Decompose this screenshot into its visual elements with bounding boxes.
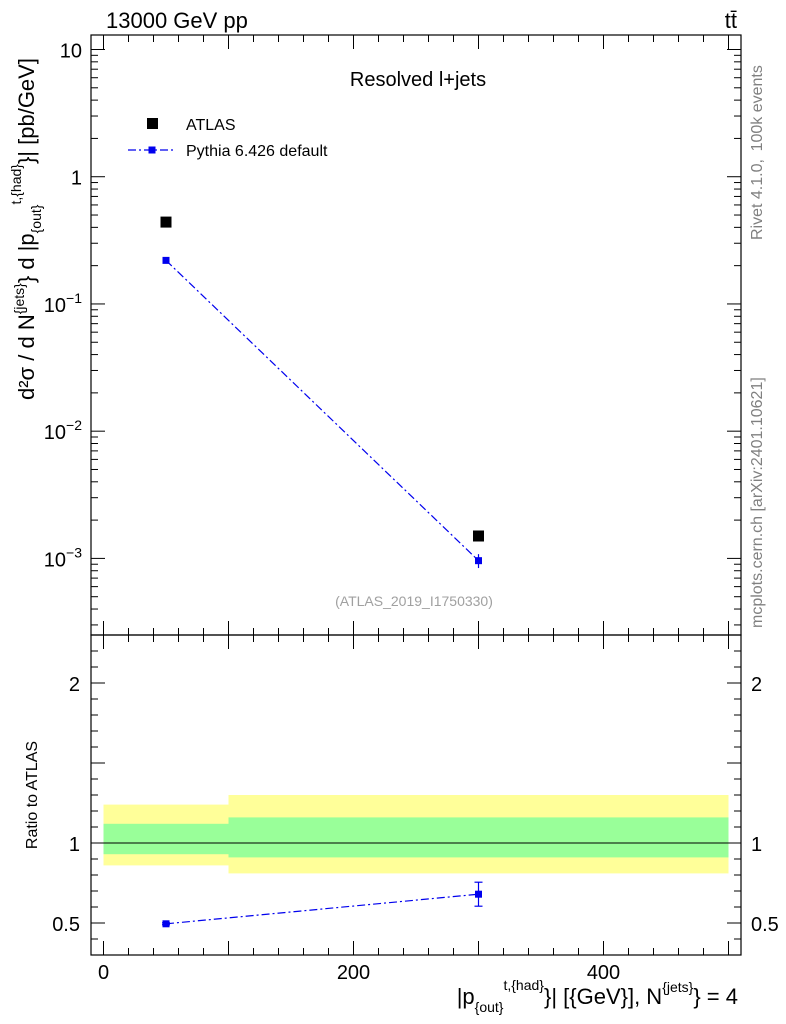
legend-pythia-label: Pythia 6.426 default bbox=[186, 143, 328, 160]
ratio-pythia-point-1 bbox=[475, 890, 482, 898]
ratio-y-tick-label-right: 2 bbox=[751, 674, 762, 696]
main-y-tick-label: 10−2 bbox=[44, 417, 82, 444]
main-y-tick-label: 10−3 bbox=[44, 544, 82, 571]
ratio-y-tick-label-left: 1 bbox=[69, 834, 80, 856]
pythia-series-line bbox=[165, 259, 479, 562]
ratio-y-tick-label-right: 1 bbox=[751, 834, 762, 856]
stat-uncertainty-band-1 bbox=[228, 817, 729, 858]
main-y-tick-label: 10 bbox=[60, 40, 82, 62]
ylabel-sup2: t,{had} bbox=[8, 164, 24, 205]
x-tick-label: 0 bbox=[98, 962, 109, 984]
ratio-pythia-point-0 bbox=[162, 920, 170, 928]
ylabel-mid: } d |p bbox=[14, 233, 39, 283]
pythia-data-point-0 bbox=[162, 256, 170, 264]
main-axis-ticks: 10−3 10−2 10−1 1 10 bbox=[44, 35, 741, 635]
main-y-tick-label: 10−1 bbox=[44, 290, 82, 317]
main-plot-data bbox=[160, 216, 484, 569]
rivet-version-label: Rivet 4.1.0, 100k events bbox=[749, 65, 766, 240]
xlabel-sup1: t,{had} bbox=[503, 977, 544, 993]
ylabel-end: }| [pb/GeV] bbox=[14, 58, 39, 164]
xlabel-pre: |p bbox=[457, 984, 475, 1009]
x-tick-label: 400 bbox=[587, 962, 620, 984]
atlas-data-point-1 bbox=[473, 530, 484, 542]
xlabel-end: } = 4 bbox=[693, 984, 738, 1009]
main-y-tick-label: 1 bbox=[71, 168, 82, 190]
ratio-y-tick-label-left: 0.5 bbox=[52, 914, 80, 936]
atlas-data-point-0 bbox=[160, 216, 172, 228]
ratio-y-axis-label: Ratio to ATLAS bbox=[24, 741, 41, 849]
legend-atlas-label: ATLAS bbox=[186, 117, 236, 134]
main-plot-title: Resolved l+jets bbox=[350, 69, 486, 91]
legend-pythia-marker bbox=[148, 146, 156, 154]
ratio-uncertainty-bands bbox=[91, 795, 741, 874]
pythia-data-point-1 bbox=[475, 557, 482, 565]
analysis-watermark: (ATLAS_2019_I1750330) bbox=[335, 593, 493, 609]
stat-uncertainty-band-0 bbox=[103, 823, 229, 855]
xlabel-sub: {out} bbox=[475, 999, 504, 1015]
ratio-plot-data bbox=[162, 881, 483, 928]
xlabel-mid: }| [{GeV}], N bbox=[544, 984, 662, 1009]
legend-atlas-marker bbox=[147, 118, 158, 129]
mcplots-label: mcplots.cern.ch [arXiv:2401.10621] bbox=[749, 377, 766, 628]
ylabel-sub: {out} bbox=[28, 204, 44, 233]
ratio-y-tick-label-left: 2 bbox=[69, 674, 80, 696]
ratio-pythia-line bbox=[165, 893, 479, 925]
ratio-y-tick-label-right: 0.5 bbox=[751, 914, 779, 936]
ratio-axis-ticks: 0.5 0.5 1 1 2 2 0 200 400 bbox=[52, 634, 779, 984]
x-axis-label: |p{out} t,{had}}| [{GeV}], N{jets}} = 4 bbox=[457, 977, 738, 1015]
header-process-label: tt̄ bbox=[725, 8, 737, 33]
main-y-axis-label: d²σ / d N{jets}} d |p{out}t,{had}}| [pb/… bbox=[8, 58, 44, 400]
legend: ATLAS Pythia 6.426 default bbox=[128, 117, 328, 160]
header-energy-label: 13000 GeV pp bbox=[106, 8, 248, 33]
x-tick-label: 200 bbox=[337, 962, 370, 984]
xlabel-sup2: {jets} bbox=[662, 979, 693, 995]
ylabel-sup1: {jets} bbox=[11, 283, 27, 314]
ylabel-base: d²σ / d N bbox=[14, 314, 39, 400]
